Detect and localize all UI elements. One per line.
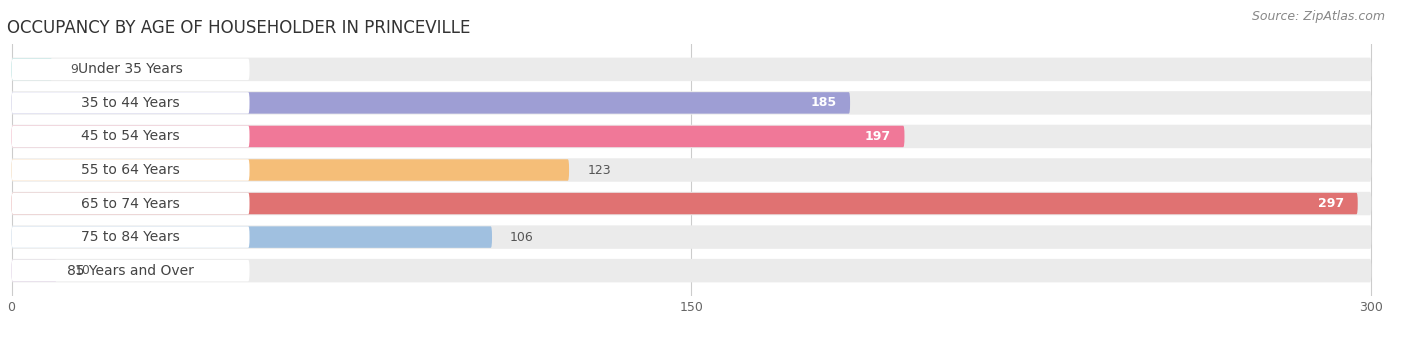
FancyBboxPatch shape: [11, 91, 1371, 115]
Text: 9: 9: [70, 63, 79, 76]
FancyBboxPatch shape: [11, 58, 52, 80]
Text: 106: 106: [510, 231, 534, 243]
Text: 55 to 64 Years: 55 to 64 Years: [82, 163, 180, 177]
Text: 45 to 54 Years: 45 to 54 Years: [82, 130, 180, 143]
Text: 75 to 84 Years: 75 to 84 Years: [82, 230, 180, 244]
Text: Under 35 Years: Under 35 Years: [79, 62, 183, 76]
FancyBboxPatch shape: [11, 260, 56, 282]
FancyBboxPatch shape: [11, 126, 249, 147]
FancyBboxPatch shape: [11, 226, 492, 248]
FancyBboxPatch shape: [11, 92, 851, 114]
FancyBboxPatch shape: [11, 193, 249, 214]
FancyBboxPatch shape: [11, 225, 1371, 249]
Text: 85 Years and Over: 85 Years and Over: [67, 264, 194, 278]
FancyBboxPatch shape: [11, 259, 1371, 283]
Text: 10: 10: [75, 264, 91, 277]
FancyBboxPatch shape: [11, 260, 249, 282]
FancyBboxPatch shape: [11, 159, 249, 181]
Text: 185: 185: [810, 97, 837, 109]
Text: Source: ZipAtlas.com: Source: ZipAtlas.com: [1251, 10, 1385, 23]
Text: 35 to 44 Years: 35 to 44 Years: [82, 96, 180, 110]
Text: 297: 297: [1317, 197, 1344, 210]
FancyBboxPatch shape: [11, 126, 904, 147]
Text: 197: 197: [865, 130, 891, 143]
FancyBboxPatch shape: [11, 192, 1371, 215]
FancyBboxPatch shape: [11, 159, 569, 181]
Text: OCCUPANCY BY AGE OF HOUSEHOLDER IN PRINCEVILLE: OCCUPANCY BY AGE OF HOUSEHOLDER IN PRINC…: [7, 19, 471, 37]
FancyBboxPatch shape: [11, 193, 1358, 214]
Text: 123: 123: [588, 164, 610, 176]
FancyBboxPatch shape: [11, 92, 249, 114]
FancyBboxPatch shape: [11, 58, 249, 80]
FancyBboxPatch shape: [11, 125, 1371, 148]
FancyBboxPatch shape: [11, 57, 1371, 81]
FancyBboxPatch shape: [11, 226, 249, 248]
FancyBboxPatch shape: [11, 158, 1371, 182]
Text: 65 to 74 Years: 65 to 74 Years: [82, 197, 180, 210]
